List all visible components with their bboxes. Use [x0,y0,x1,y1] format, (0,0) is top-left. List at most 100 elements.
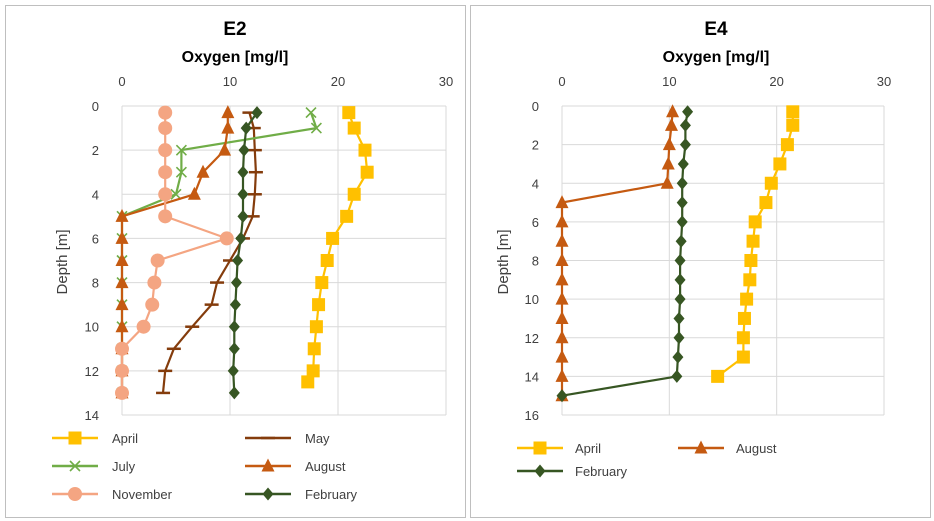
y-tick-label: 14 [525,369,539,384]
data-point-april [773,157,787,171]
y-tick-label: 0 [92,99,99,114]
data-point-april [743,273,757,287]
data-point-august [115,230,129,244]
data-point-november [150,253,165,268]
series-line-february [561,111,689,397]
data-point-february [237,165,249,179]
y-tick-label: 2 [532,138,539,153]
data-point-november [158,187,173,202]
data-point-february [682,105,694,119]
data-point-february [230,276,242,290]
data-point-august [555,330,569,344]
data-point-april [740,292,754,306]
y-tick-label: 6 [532,215,539,230]
y-tick-label: 10 [85,320,99,335]
legend-marker-august [261,458,275,472]
series-february [227,106,263,400]
data-point-february [674,273,686,287]
data-point-february [237,209,249,223]
data-point-april [764,176,778,190]
data-point-august [221,105,235,119]
x-tick-label: 10 [662,74,676,89]
data-point-august [555,349,569,363]
x-tick-label: 20 [331,74,345,89]
data-point-april [786,118,800,132]
legend-marker-february [534,464,546,478]
y-tick-label: 2 [92,143,99,158]
data-point-february [235,231,247,245]
data-point-november [158,143,173,158]
data-point-november [115,363,129,378]
data-point-august [661,156,675,170]
chart-panel-e4 [470,5,931,518]
legend-label-february: February [575,464,628,479]
data-point-april [360,165,374,179]
data-point-february [676,176,688,190]
data-point-february [251,106,263,120]
data-point-february [679,138,691,152]
series-line-may [161,112,258,394]
x-tick-label: 30 [877,74,891,89]
data-point-november [219,231,234,246]
legend-e2: April May July August November February [52,431,358,502]
legend-marker-april [68,431,82,445]
legend-label-may: May [305,431,330,446]
series-april [711,105,800,383]
legend-label-august: August [736,441,777,456]
data-point-february [679,118,691,132]
data-point-february [675,234,687,248]
data-point-february [228,386,240,400]
y-tick-label: 8 [532,254,539,269]
data-point-april [759,196,773,210]
y-axis-label-e2: Depth [m] [54,229,71,294]
data-point-august [555,214,569,228]
data-point-april [786,105,800,119]
data-point-february [673,311,685,325]
data-point-april [358,143,372,157]
y-tick-label: 4 [92,187,99,202]
data-point-august [196,164,210,178]
legend-marker-april [533,441,547,455]
legend-label-november: November [112,487,173,502]
data-point-february [232,254,244,267]
data-point-april [340,209,354,223]
data-point-august [555,233,569,247]
data-point-april [315,276,329,290]
data-point-july [310,122,322,134]
x-tick-label: 10 [223,74,237,89]
data-point-february [673,331,685,345]
data-point-july [170,188,182,200]
data-point-august [115,297,129,311]
data-point-february [676,215,688,229]
legend-label-july: July [112,459,136,474]
y-tick-label: 14 [85,408,99,423]
data-point-august [555,291,569,305]
series-line-august [560,111,674,396]
series-july [116,107,322,399]
data-point-february [237,187,249,201]
legend-e4: April August February [517,440,777,479]
data-point-april [307,342,321,356]
data-point-november [136,319,151,334]
data-point-november [145,297,160,312]
x-tick-label: 30 [439,74,453,89]
series-may [156,111,263,395]
data-point-august [221,120,235,134]
data-point-august [115,275,129,289]
data-point-august [660,175,674,189]
data-point-november [158,105,173,120]
legend-label-august: August [305,459,346,474]
data-point-april [746,234,760,248]
data-point-november [115,341,129,356]
legend-marker-november [68,487,82,501]
legend-label-february: February [305,487,358,502]
x-axis-label-e4: Oxygen [mg/l] [663,49,770,66]
series-august [555,104,680,402]
series-february [556,105,694,403]
data-point-february [238,143,250,157]
data-point-july [175,144,187,156]
data-point-november [158,165,173,180]
data-point-february [227,364,239,378]
data-point-august [555,310,569,324]
